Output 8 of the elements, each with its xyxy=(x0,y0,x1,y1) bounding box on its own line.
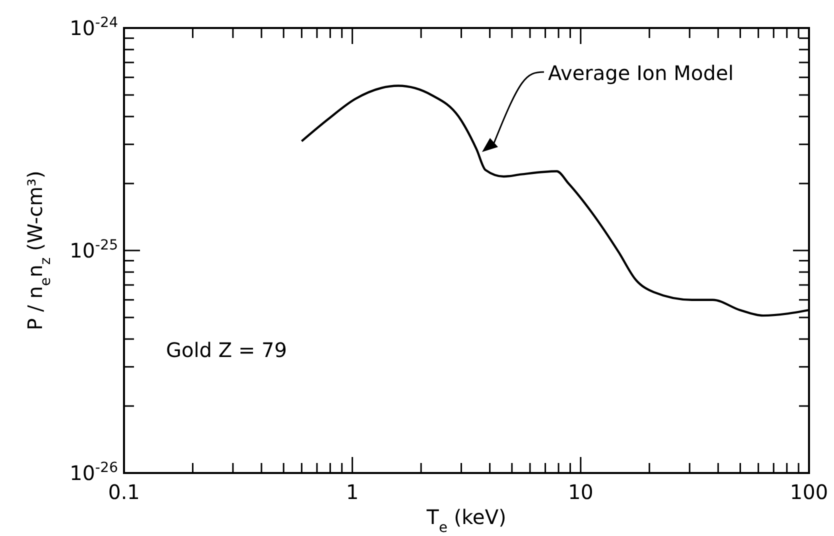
annotation: Gold Z = 79 xyxy=(166,338,287,362)
x-tick-label: 1 xyxy=(346,480,359,504)
x-tick-label: 10 xyxy=(568,480,594,504)
x-tick-label: 100 xyxy=(790,480,828,504)
annotation: Average Ion Model xyxy=(548,61,734,85)
x-axis-title: T$_{e}$ (keV) xyxy=(426,505,506,536)
y-tick-label: 10$^{-24}$ xyxy=(70,15,118,40)
y-tick-label: 10$^{-25}$ xyxy=(70,238,118,262)
